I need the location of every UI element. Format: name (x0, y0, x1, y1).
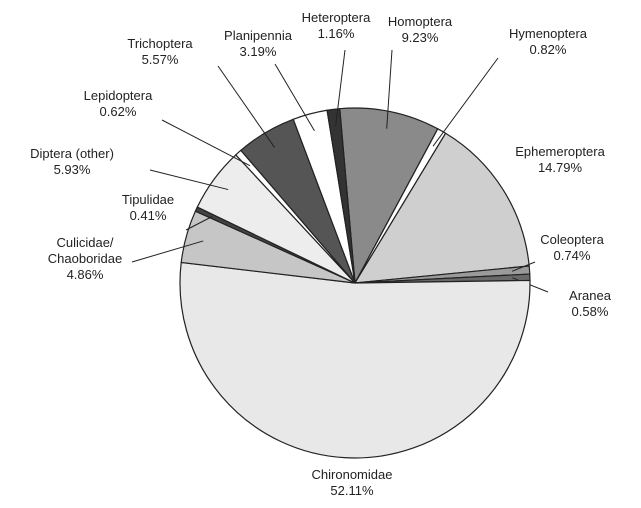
leader-line (185, 216, 213, 231)
slice-label: Planipennia 3.19% (224, 28, 292, 60)
value-label: 0.41% (129, 208, 167, 223)
leader-line (335, 49, 346, 127)
category-label: Heteroptera (301, 10, 371, 25)
pie-slice (179, 261, 531, 459)
leader-line (149, 169, 229, 191)
slice-label: Tipulidae 0.41% (122, 192, 174, 224)
value-label: 5.93% (53, 162, 91, 177)
slice-label: Coleoptera 0.74% (540, 232, 604, 264)
leader-line (161, 119, 251, 167)
leader-line (217, 65, 276, 148)
category-label: Lepidoptera (83, 88, 153, 103)
category-label: Chironomidae (311, 467, 393, 482)
slice-label: Aranea 0.58% (569, 288, 611, 320)
value-label: 9.23% (401, 30, 439, 45)
value-label: 14.79% (537, 160, 583, 175)
category-label: Hymenoptera (508, 26, 588, 41)
slice-label: Ephemeroptera 14.79% (515, 144, 605, 176)
value-label: 52.11% (330, 483, 374, 498)
leader-line (274, 63, 315, 132)
value-label: 0.62% (99, 104, 137, 119)
pie-slice (326, 108, 356, 284)
category-label: Aranea (569, 288, 611, 303)
slice-label: Trichoptera 5.57% (127, 36, 192, 68)
category-label: Coleoptera (540, 232, 604, 247)
category-label: Trichoptera (127, 36, 193, 51)
value-label: 1.16% (317, 26, 355, 41)
leader-line (511, 261, 536, 272)
slice-label: Hymenoptera 0.82% (509, 26, 587, 58)
leader-line (386, 49, 393, 129)
category-label: Ephemeroptera (515, 144, 605, 159)
category-label: Planipennia (224, 28, 292, 43)
value-label: 0.58% (571, 304, 609, 319)
slice-label: Heteroptera 1.16% (302, 10, 371, 42)
slice-label: Chironomidae 52.11% (312, 467, 393, 499)
category-label: Tipulidae (121, 192, 175, 207)
value-label: 5.57% (141, 52, 179, 67)
category-label: Homoptera (387, 14, 453, 29)
pie-slice (353, 132, 530, 284)
value-label: 0.74% (553, 248, 591, 263)
value-label: 3.19% (239, 44, 277, 59)
category-label: Diptera (other) (30, 146, 114, 161)
category-label: Culicidae/ Chaoboridae (47, 235, 123, 266)
value-label: 0.82% (529, 42, 567, 57)
pie-slice (339, 107, 439, 286)
leader-line (131, 240, 204, 263)
slice-label: Diptera (other) 5.93% (30, 146, 114, 178)
slice-label: Culicidae/ Chaoboridae 4.86% (30, 235, 140, 283)
slice-label: Lepidoptera 0.62% (84, 88, 153, 120)
slice-label: Homoptera 9.23% (388, 14, 452, 46)
leader-line (432, 57, 499, 147)
value-label: 4.86% (66, 267, 104, 282)
